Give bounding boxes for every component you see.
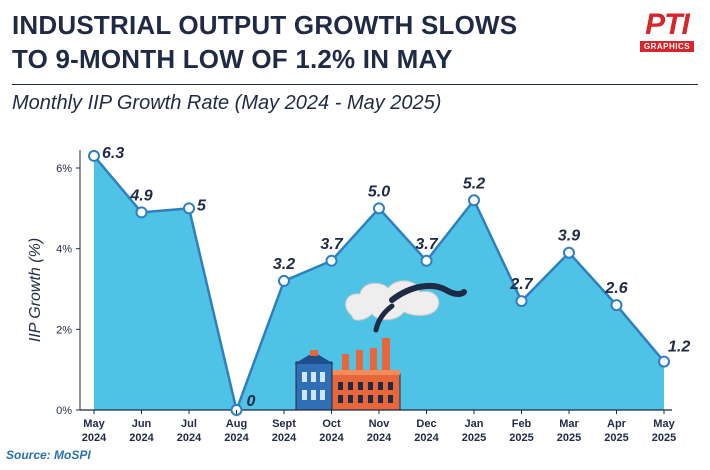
x-tick-year: 2025 [652,432,676,444]
x-tick-year: 2024 [177,432,202,444]
x-tick-month: Apr [607,418,627,430]
data-label: 3.7 [415,236,438,253]
x-tick-month: Feb [512,418,532,430]
x-tick-month: Jul [181,418,197,430]
data-point [420,254,433,267]
x-tick-month: Jan [465,418,484,430]
data-point [278,274,290,287]
data-label: 5 [197,197,207,214]
data-label: 6.3 [102,145,124,162]
x-tick-year: 2025 [604,432,628,444]
x-tick-month: May [83,418,105,430]
y-tick-label: 4% [56,244,72,256]
x-tick-month: Oct [322,418,341,430]
data-label: 1.2 [668,339,690,356]
x-tick-month: Jun [132,418,152,430]
y-tick-label: 2% [56,324,72,336]
y-tick-labels: 0% 2% 4% 6% [56,163,80,417]
data-point [610,299,623,312]
x-tick-year: 2025 [509,432,533,444]
axes-layer [79,150,672,411]
x-tick-labels: May 2024 Jun 2024 Jul 2024 Aug 2024 Sept 2024 Oct 2… [82,410,676,444]
logo-brand: PTI [645,8,690,41]
x-tick-year: 2024 [82,432,107,444]
x-tick-year: 2024 [129,432,154,444]
x-tick-month: Nov [369,418,391,430]
data-label: 5.0 [368,183,390,200]
x-tick-year: 2025 [557,432,581,444]
data-label: 5.2 [463,175,485,192]
x-tick-month: May [653,418,675,430]
x-tick-month: Sept [272,418,296,430]
data-point [135,206,148,219]
x-tick-month: Aug [226,418,247,430]
headline-line-2: TO 9-MONTH LOW OF 1.2% IN MAY [12,44,453,74]
data-label: 2.6 [604,280,627,297]
data-label: 3.9 [558,228,580,245]
data-point [88,149,100,162]
title-divider [12,84,698,85]
x-tick-year: 2024 [224,432,249,444]
data-point [515,295,528,308]
x-tick-year: 2025 [462,432,486,444]
x-tick-month: Dec [416,418,436,430]
data-label: 0 [247,393,256,410]
logo-tag: GRAPHICS [640,41,694,52]
data-label: 2.7 [509,276,533,293]
data-labels-layer: 6.3 4.9 5 0 3.2 3.7 5.0 3.7 5.2 2.7 3.9 2.6 1.2 [102,145,690,410]
x-tick-year: 2024 [319,432,344,444]
data-point [563,246,575,259]
x-tick-year: 2024 [414,432,439,444]
source-note: Source: MoSPI [6,448,91,462]
y-axis-label: IIP Growth (%) [27,238,44,342]
data-label: 3.7 [320,236,343,253]
data-label: 3.2 [273,256,295,273]
data-point [658,355,670,368]
headline: INDUSTRIAL OUTPUT GROWTH SLOWS TO 9-MONT… [12,8,612,76]
factory-icon [294,280,467,411]
data-label: 4.9 [129,187,152,204]
chart-subtitle: Monthly IIP Growth Rate (May 2024 - May … [12,92,442,114]
data-point [325,254,338,267]
x-tick-year: 2024 [272,432,297,444]
data-point [468,194,480,207]
data-point [183,202,195,215]
x-tick-month: Mar [559,418,579,430]
pti-graphics-logo: PTI GRAPHICS [636,10,698,56]
data-point [373,202,385,215]
y-tick-label: 6% [56,163,72,175]
y-tick-label: 0% [56,405,72,417]
headline-line-1: INDUSTRIAL OUTPUT GROWTH SLOWS [12,10,518,40]
x-tick-year: 2024 [367,432,392,444]
